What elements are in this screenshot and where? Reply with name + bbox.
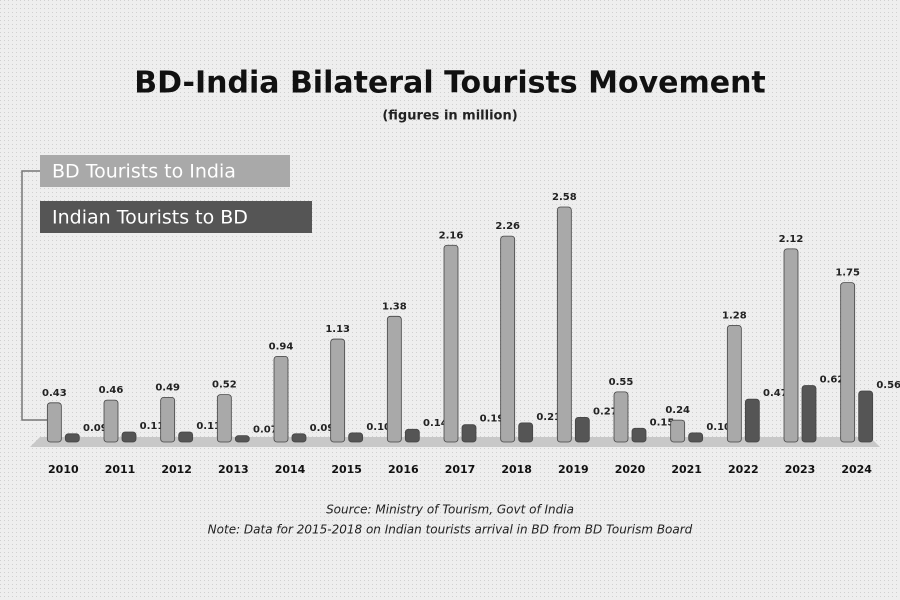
value-label: 0.19 xyxy=(480,414,505,425)
bar xyxy=(64,433,80,443)
bar xyxy=(688,432,704,443)
x-tick-label: 2021 xyxy=(671,463,702,476)
bar xyxy=(178,431,194,443)
value-label: 0.62 xyxy=(820,375,845,386)
bar xyxy=(500,235,516,443)
bar xyxy=(670,419,686,443)
x-tick-label: 2016 xyxy=(388,463,419,476)
x-tick-label: 2018 xyxy=(501,463,532,476)
bar xyxy=(461,424,477,443)
x-tick-label: 2015 xyxy=(331,463,362,476)
bar xyxy=(160,396,176,443)
bar xyxy=(291,433,307,443)
bar xyxy=(556,206,572,443)
bar xyxy=(404,428,420,443)
legend-swatch xyxy=(40,155,290,187)
bar xyxy=(518,422,534,443)
x-tick-label: 2017 xyxy=(445,463,476,476)
value-label: 0.56 xyxy=(876,380,900,391)
value-label: 0.21 xyxy=(536,412,561,423)
value-label: 0.43 xyxy=(42,388,67,399)
x-tick-label: 2020 xyxy=(615,463,646,476)
source: Source: Ministry of Tourism, Govt of Ind… xyxy=(326,503,574,517)
bar xyxy=(46,402,62,443)
x-tick-label: 2019 xyxy=(558,463,589,476)
value-label: 0.11 xyxy=(140,421,165,432)
bar xyxy=(234,435,250,443)
value-label: 0.10 xyxy=(706,422,731,433)
x-tick-label: 2014 xyxy=(275,463,306,476)
value-label: 0.27 xyxy=(593,406,618,417)
x-tick-label: 2024 xyxy=(841,463,872,476)
bar xyxy=(386,315,402,443)
value-label: 0.49 xyxy=(155,382,180,393)
legend-label: Indian Tourists to BD xyxy=(52,207,248,229)
bar xyxy=(103,399,119,443)
value-label: 2.26 xyxy=(495,221,520,232)
value-label: 0.94 xyxy=(269,341,294,352)
bar xyxy=(744,398,760,443)
note: Note: Data for 2015-2018 on Indian touri… xyxy=(208,523,693,537)
chart-title: BD-India Bilateral Tourists Movement xyxy=(134,66,766,101)
value-label: 0.09 xyxy=(83,423,108,434)
value-label: 0.11 xyxy=(196,421,221,432)
legend-swatch xyxy=(40,201,312,233)
x-tick-label: 2022 xyxy=(728,463,759,476)
x-tick-label: 2012 xyxy=(161,463,192,476)
value-label: 0.15 xyxy=(650,417,675,428)
value-label: 0.09 xyxy=(310,423,335,434)
value-label: 1.75 xyxy=(835,268,860,279)
value-label: 0.10 xyxy=(366,422,391,433)
value-label: 1.28 xyxy=(722,310,747,321)
x-tick-label: 2010 xyxy=(48,463,79,476)
value-label: 1.13 xyxy=(325,324,350,335)
value-label: 0.14 xyxy=(423,418,448,429)
bar xyxy=(443,244,459,443)
value-label: 0.24 xyxy=(665,405,690,416)
bar xyxy=(858,390,874,443)
bar xyxy=(574,417,590,443)
chart-subtitle: (figures in million) xyxy=(382,109,517,124)
bar xyxy=(121,431,137,443)
bar xyxy=(726,325,742,443)
value-label: 0.55 xyxy=(609,377,634,388)
bar xyxy=(840,282,856,443)
bar xyxy=(273,355,289,443)
value-label: 2.58 xyxy=(552,192,577,203)
x-tick-label: 2023 xyxy=(785,463,816,476)
value-label: 0.07 xyxy=(253,425,278,436)
bar xyxy=(613,391,629,443)
value-label: 2.16 xyxy=(439,230,464,241)
bar xyxy=(783,248,799,443)
bar xyxy=(330,338,346,443)
bar xyxy=(631,427,647,443)
legend-label: BD Tourists to India xyxy=(52,161,236,183)
value-label: 1.38 xyxy=(382,301,407,312)
bar xyxy=(216,394,232,443)
bar xyxy=(801,385,817,443)
value-label: 0.47 xyxy=(763,388,788,399)
bar xyxy=(348,432,364,443)
legend-bracket xyxy=(21,170,48,421)
value-label: 2.12 xyxy=(779,234,804,245)
x-tick-label: 2011 xyxy=(105,463,136,476)
value-label: 0.46 xyxy=(99,385,124,396)
value-label: 0.52 xyxy=(212,380,237,391)
x-tick-label: 2013 xyxy=(218,463,249,476)
